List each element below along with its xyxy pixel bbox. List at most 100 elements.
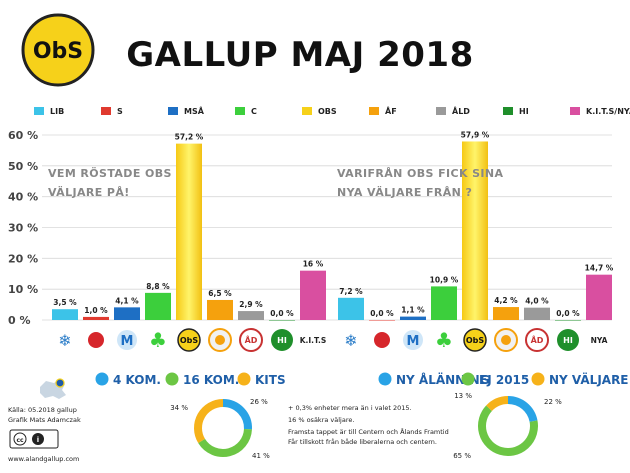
bar xyxy=(493,307,519,320)
msa-icon-letter: M xyxy=(121,334,134,349)
obs-icon xyxy=(463,328,487,352)
note-line3: Framsta tappet är till Centern och Åland… xyxy=(288,427,449,436)
bar-value-label: 8,8 % xyxy=(146,282,170,291)
bar-value-label: 0,0 % xyxy=(270,309,294,318)
bar-value-label: 57,9 % xyxy=(461,130,490,139)
obs-icon-text: ObS xyxy=(180,336,199,345)
svg-text:i: i xyxy=(37,436,39,444)
pie-legend-dot xyxy=(378,372,392,386)
ald-icon xyxy=(525,328,549,352)
bar xyxy=(462,141,488,320)
bar-value-label: 4,1 % xyxy=(115,296,139,305)
pie-legend-dot xyxy=(95,372,109,386)
legend-swatch xyxy=(34,107,44,115)
bar xyxy=(555,320,581,321)
msa-icon xyxy=(117,330,137,350)
ald-icon-text: ÅD xyxy=(531,335,544,345)
bars: 3,5 % 1,0 % 4,1 % 8,8 % 57,2 % 6,5 % 2,9 % 0,0 … xyxy=(52,130,614,321)
pie-value-label: 65 % xyxy=(453,452,471,460)
rose-icon xyxy=(88,332,104,348)
pie-value-label: 26 % xyxy=(250,398,268,406)
pie-value-label: 13 % xyxy=(454,392,472,400)
y-axis: 0 % 10 % 20 % 30 % 40 % 50 % 60 % xyxy=(8,129,612,327)
bar-value-label: 16 % xyxy=(303,260,324,269)
pie-slice xyxy=(194,399,224,444)
legend-swatch xyxy=(436,107,446,115)
legend-label: S xyxy=(117,107,123,116)
aland-map-icon xyxy=(40,378,66,399)
af-icon-center xyxy=(501,335,511,345)
bar-value-label: 4,2 % xyxy=(494,296,518,305)
pie-slice xyxy=(507,396,538,423)
lib-icon: ❄ xyxy=(344,331,357,350)
bar xyxy=(431,286,457,320)
pie-slice xyxy=(486,396,509,412)
rose-icon xyxy=(374,332,390,348)
credit-source: Källa: 05.2018 gallup xyxy=(8,406,77,414)
hi-icon-text: HI xyxy=(277,336,287,345)
obs-icon xyxy=(177,328,201,352)
pie-slice xyxy=(198,428,252,457)
pie-legend-dot xyxy=(237,372,251,386)
clover-icon: ♣ xyxy=(435,328,453,352)
legend-swatch xyxy=(235,107,245,115)
bar-value-label: 7,2 % xyxy=(339,287,363,296)
category-label: NYA xyxy=(591,336,608,345)
y-tick-label: 60 % xyxy=(8,129,38,142)
pie-legend-label: KITS xyxy=(255,373,286,387)
left-note-line1: VEM RÖSTADE OBS xyxy=(48,166,172,180)
legend-label: ÅF xyxy=(385,106,397,116)
y-tick-label: 50 % xyxy=(8,160,38,173)
bar xyxy=(586,274,612,320)
right-note-line2: NYA VÄLJARE FRÅN ? xyxy=(337,185,472,199)
bar xyxy=(338,297,364,320)
note-line1: + 0,3% enheter mera än i valet 2015. xyxy=(288,404,412,412)
pie-legend-label: NY VÄLJARE xyxy=(549,372,629,387)
bar-value-label: 1,1 % xyxy=(401,306,425,315)
hi-icon-text: HI xyxy=(563,336,573,345)
y-tick-label: 30 % xyxy=(8,222,38,235)
pie-legend-label: 4 KOM. xyxy=(113,373,161,387)
right-note-line1: VARIFRÅN OBS FICK SINA xyxy=(337,167,504,180)
category-label: K.I.T.S xyxy=(300,336,327,345)
legend-label: K.I.T.S/NYA xyxy=(586,107,630,116)
legend-label: LIB xyxy=(50,107,64,116)
bar-value-label: 6,5 % xyxy=(208,289,232,298)
obs-logo: ObS xyxy=(21,13,95,87)
ald-icon xyxy=(239,328,263,352)
hi-icon xyxy=(271,329,293,351)
pie-legend-dot xyxy=(461,372,475,386)
bar xyxy=(369,320,395,321)
logo-text: ObS xyxy=(33,39,83,64)
bar-value-label: 10,9 % xyxy=(430,275,459,284)
legend-swatch xyxy=(369,107,379,115)
note-line4: Får tillskott från både liberalerna och … xyxy=(288,437,437,446)
bar-value-label: 3,5 % xyxy=(53,298,77,307)
pie-legend-label: 16 KOM. xyxy=(183,373,239,387)
msa-icon xyxy=(403,330,423,350)
hi-icon xyxy=(557,329,579,351)
legend-label: HI xyxy=(519,107,529,116)
bar xyxy=(145,292,171,320)
bar-value-label: 14,7 % xyxy=(585,264,614,273)
legend: LIB S MSÅ C OBS ÅF ÅLD HI K.I.T.S/NYA xyxy=(34,106,630,116)
legend-label: OBS xyxy=(318,107,337,116)
legend-swatch xyxy=(503,107,513,115)
svg-text:cc: cc xyxy=(16,437,24,444)
bar xyxy=(400,316,426,320)
legend-label: MSÅ xyxy=(184,106,205,116)
y-tick-label: 20 % xyxy=(8,252,38,265)
y-tick-label: 10 % xyxy=(8,283,38,296)
bar xyxy=(176,143,202,320)
bar-value-label: 0,0 % xyxy=(370,309,394,318)
legend-swatch xyxy=(168,107,178,115)
lib-icon: ❄ xyxy=(58,331,71,350)
left-note-line2: VÄLJARE PÅ! xyxy=(48,185,130,199)
legend-swatch xyxy=(302,107,312,115)
credit-author: Grafik Mats Adamczak xyxy=(8,416,81,424)
bar-value-label: 4,0 % xyxy=(525,297,549,306)
obs-icon-text: ObS xyxy=(466,336,485,345)
pie-value-label: 34 % xyxy=(170,404,188,412)
